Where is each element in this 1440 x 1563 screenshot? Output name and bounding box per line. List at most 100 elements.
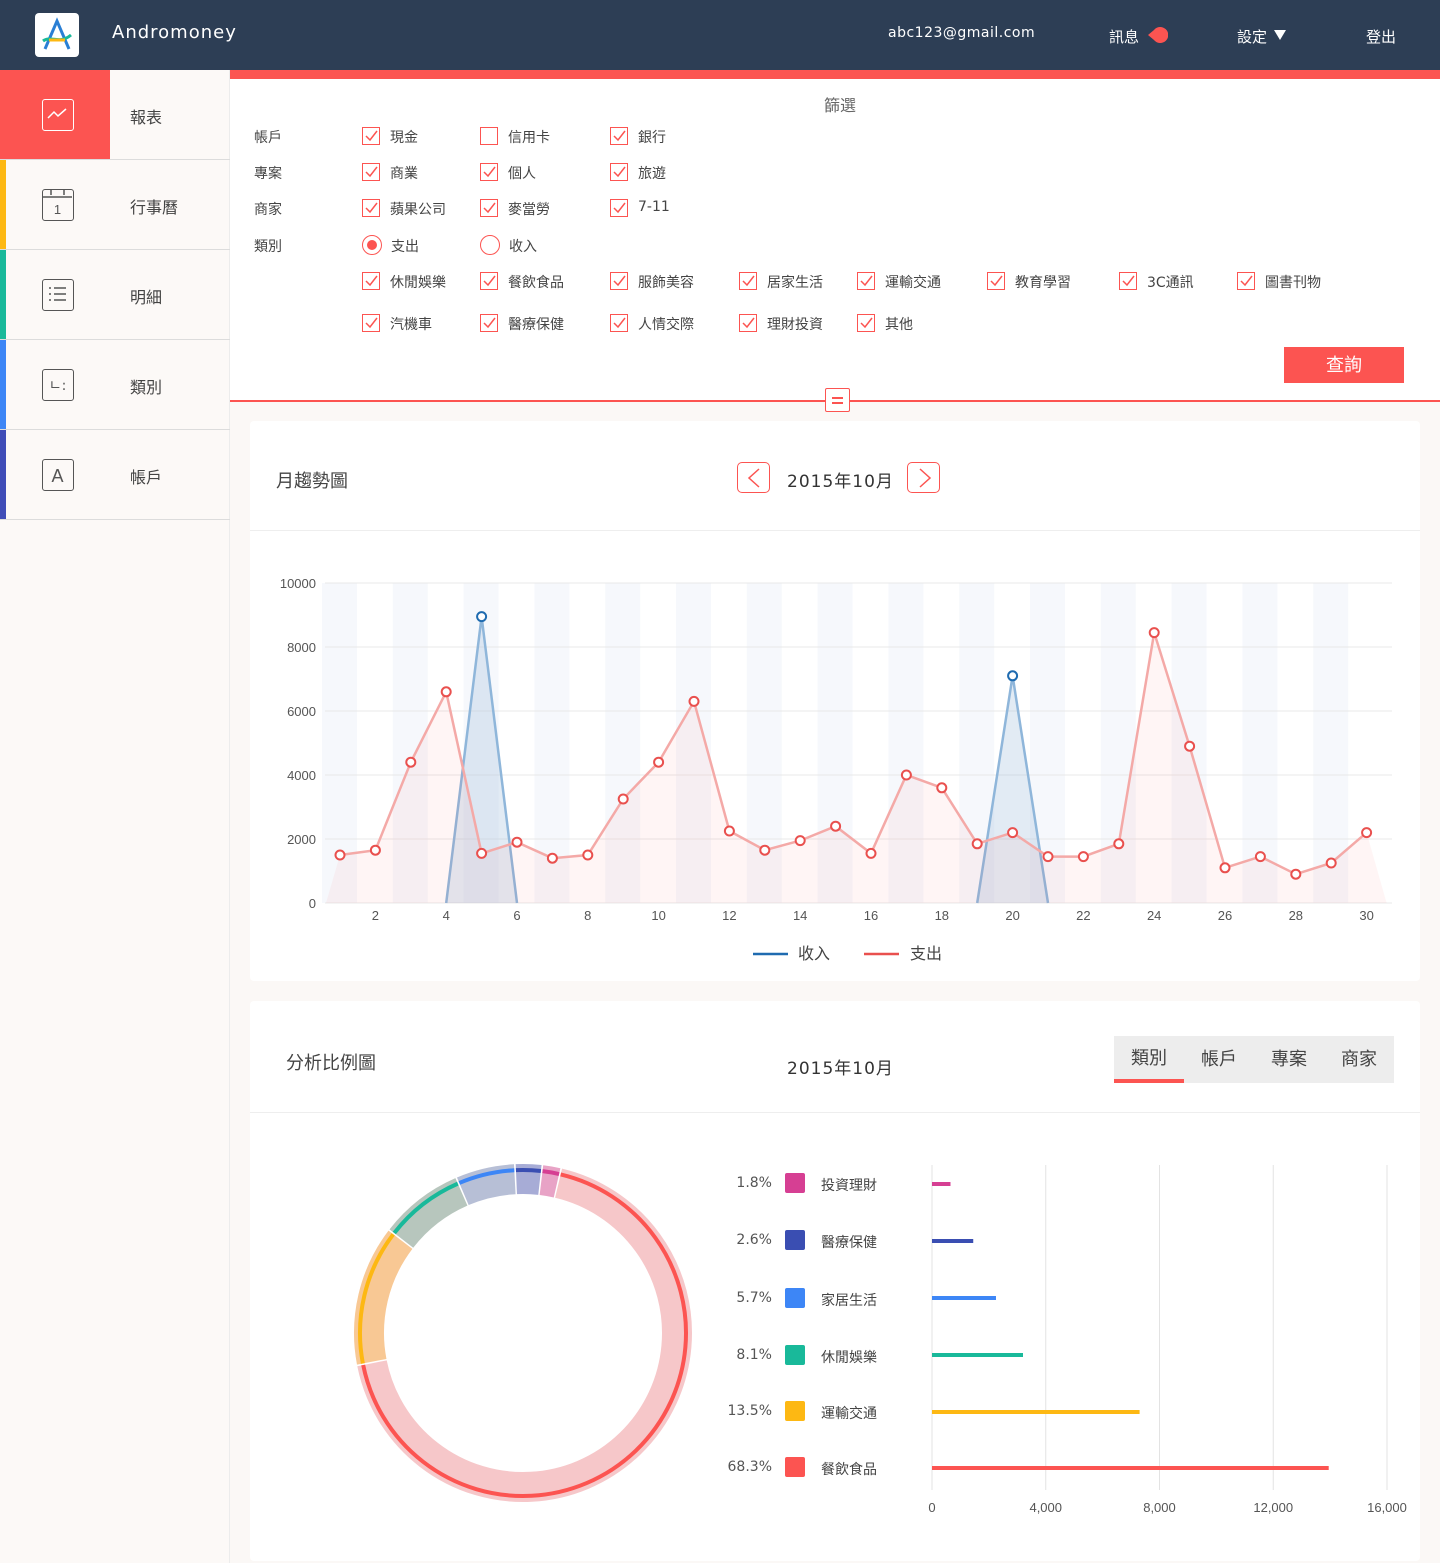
checkbox-category-12[interactable]: 其他 [857,314,977,334]
chevron-down-icon[interactable] [1274,30,1286,40]
checkbox-icon[interactable] [362,314,380,332]
tab-account[interactable]: 帳戶 [1201,1049,1237,1070]
income-point [1007,670,1019,682]
checkbox-icon[interactable] [739,272,757,290]
query-button[interactable]: 查詢 [1284,347,1404,383]
checkbox-category-1[interactable]: 餐飲食品 [480,272,600,292]
checkbox-icon[interactable] [739,314,757,332]
checkbox-category-7[interactable]: 圖書刊物 [1237,272,1357,292]
tab-merchant[interactable]: 商家 [1341,1049,1377,1070]
checkbox-category-0[interactable]: 休閒娛樂 [362,272,482,292]
legend-name: 休閒娛樂 [821,1350,877,1366]
bar-1 [932,1239,974,1243]
checkbox-icon[interactable] [480,199,498,217]
checkbox-category-11[interactable]: 理財投資 [739,314,859,334]
analysis-tabs: 類別 帳戶 專案 商家 [1114,1036,1394,1083]
legend-swatch [785,1345,805,1365]
checkbox-icon[interactable] [987,272,1005,290]
checkbox-icon[interactable] [480,127,498,145]
prev-month-button[interactable] [737,462,770,493]
checkbox-account-0[interactable]: 現金 [362,127,482,147]
checkbox-icon[interactable] [610,163,628,181]
next-month-button[interactable] [907,462,940,493]
sidebar-item-account[interactable]: A 帳戶 [0,430,230,520]
expense-point [334,849,346,861]
checkbox-project-2[interactable]: 旅遊 [610,163,730,183]
checkbox-category-5[interactable]: 教育學習 [987,272,1107,292]
checkbox-label: 理財投資 [767,317,823,333]
checkbox-icon[interactable] [610,127,628,145]
x-tick-label: 10 [651,908,665,923]
messages-link[interactable]: 訊息 [1109,28,1140,46]
tab-category[interactable]: 類別 [1114,1036,1184,1083]
radio-icon[interactable] [362,235,382,255]
checkbox-category-8[interactable]: 汽機車 [362,314,482,334]
logout-link[interactable]: 登出 [1366,28,1397,46]
x-tick-label: 24 [1147,908,1161,923]
checkbox-account-1[interactable]: 信用卡 [480,127,600,147]
checkbox-category-9[interactable]: 醫療保健 [480,314,600,334]
x-tick-label: 30 [1359,908,1373,923]
checkbox-icon[interactable] [610,272,628,290]
legend-swatch [785,1173,805,1193]
legend-percent: 5.7% [736,1290,772,1306]
checkbox-icon[interactable] [610,314,628,332]
radio-type-1[interactable]: 收入 [480,235,580,257]
chart-column-band [959,583,995,903]
checkbox-project-1[interactable]: 個人 [480,163,600,183]
checkbox-merchant-1[interactable]: 麥當勞 [480,199,600,219]
legend-income-label: 收入 [798,944,830,963]
expense-point [1148,627,1160,639]
sidebar-item-label: 類別 [130,378,163,397]
checkbox-category-10[interactable]: 人情交際 [610,314,730,334]
legend-name: 家居生活 [821,1293,877,1309]
checkbox-label: 3C通訊 [1147,275,1194,291]
radio-icon[interactable] [480,235,500,255]
checkbox-icon[interactable] [362,127,380,145]
tab-project[interactable]: 專案 [1271,1049,1307,1070]
user-email: abc123@gmail.com [888,25,1036,41]
settings-menu[interactable]: 設定 [1237,28,1268,46]
y-tick-label: 6000 [287,704,316,719]
checkbox-category-4[interactable]: 運輸交通 [857,272,977,292]
legend-name: 醫療保健 [821,1235,877,1251]
checkbox-icon[interactable] [1119,272,1137,290]
expense-point [653,756,665,768]
checkbox-category-2[interactable]: 服飾美容 [610,272,730,292]
sidebar-item-details[interactable]: 明細 [0,250,230,340]
checkbox-icon[interactable] [480,163,498,181]
checkbox-merchant-0[interactable]: 蘋果公司 [362,199,482,219]
collapse-filter-icon[interactable] [825,388,850,412]
expense-point [1007,827,1019,839]
svg-text:A: A [51,466,63,486]
donut-slice-outer [358,1233,395,1364]
checkbox-icon[interactable] [1237,272,1255,290]
expense-point [1219,862,1231,874]
checkbox-icon[interactable] [857,272,875,290]
checkbox-merchant-2[interactable]: 7-11 [610,199,730,219]
andromoney-logo-icon[interactable] [35,13,79,57]
checkbox-account-2[interactable]: 銀行 [610,127,730,147]
checkbox-category-3[interactable]: 居家生活 [739,272,859,292]
checkbox-icon[interactable] [362,272,380,290]
checkbox-icon[interactable] [857,314,875,332]
sidebar-item-reports[interactable]: 報表 [0,70,230,160]
sidebar-item-category[interactable]: ㄴ: 類別 [0,340,230,430]
checkbox-icon[interactable] [480,314,498,332]
checkbox-icon[interactable] [362,163,380,181]
checkbox-icon[interactable] [362,199,380,217]
category-donut-chart [354,1164,692,1502]
sidebar-item-label: 行事曆 [130,198,179,217]
chevron-left-icon [747,468,760,488]
svg-text:1: 1 [54,202,61,217]
sidebar-item-calendar[interactable]: 1 行事曆 [0,160,230,250]
account-icon: A [42,459,74,491]
radio-type-0[interactable]: 支出 [362,235,462,257]
checkbox-label: 汽機車 [390,317,432,333]
notification-badge-icon[interactable] [1146,26,1168,44]
checkbox-category-6[interactable]: 3C通訊 [1119,272,1239,292]
checkbox-icon[interactable] [480,272,498,290]
checkbox-project-0[interactable]: 商業 [362,163,482,183]
checkbox-icon[interactable] [610,199,628,217]
chart-column-band [1313,583,1349,903]
